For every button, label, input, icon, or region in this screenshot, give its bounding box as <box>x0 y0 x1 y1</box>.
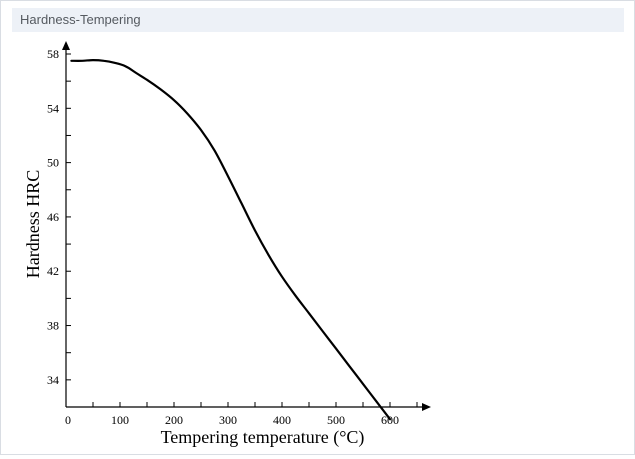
x-axis-label: Tempering temperature (°C) <box>161 427 365 448</box>
x-ticks <box>65 402 418 407</box>
y-axis-label: Hardness HRC <box>23 170 43 279</box>
x-tick-labels: 0 100 200 300 400 500 600 <box>65 413 399 427</box>
y-tick-label: 34 <box>47 373 59 387</box>
y-ticks <box>66 53 71 408</box>
y-axis-arrow <box>62 41 70 50</box>
x-tick-label: 100 <box>111 413 129 427</box>
x-tick-label: 0 <box>65 413 71 427</box>
y-tick-label: 50 <box>47 156 59 170</box>
y-tick-label: 42 <box>47 264 59 278</box>
x-tick-label: 300 <box>219 413 237 427</box>
panel-title: Hardness-Tempering <box>12 8 624 32</box>
x-tick-label: 200 <box>165 413 183 427</box>
y-tick-label: 46 <box>47 210 59 224</box>
chart-axes <box>62 41 431 411</box>
x-axis-arrow <box>422 403 431 411</box>
series-line-hardness <box>70 59 392 421</box>
x-tick-label: 500 <box>327 413 345 427</box>
y-tick-label: 38 <box>47 319 59 333</box>
x-tick-label: 400 <box>273 413 291 427</box>
y-tick-label: 58 <box>47 47 59 61</box>
y-tick-label: 54 <box>47 101 59 115</box>
y-tick-labels: 34 38 42 46 50 54 58 <box>47 47 59 387</box>
